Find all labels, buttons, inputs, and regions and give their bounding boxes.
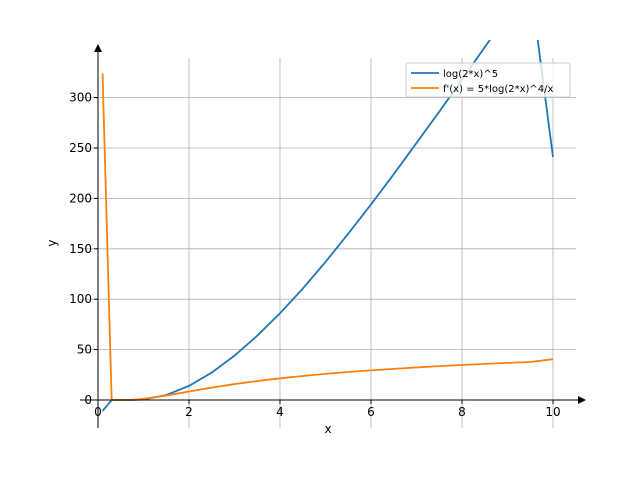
x-tick-label: 8 bbox=[458, 405, 466, 419]
y-axis-title: y bbox=[45, 239, 59, 246]
x-tick-label: 10 bbox=[545, 405, 560, 419]
y-tick-label: 150 bbox=[69, 242, 92, 256]
x-tick-label: 2 bbox=[185, 405, 193, 419]
x-tick-label: 6 bbox=[367, 405, 375, 419]
x-axis-title: x bbox=[324, 422, 331, 436]
y-tick-label: 200 bbox=[69, 191, 92, 205]
series-line-1 bbox=[101, 73, 554, 401]
grid bbox=[80, 58, 576, 428]
y-tick-label: 0 bbox=[84, 393, 92, 407]
y-tick-label: 250 bbox=[69, 141, 92, 155]
y-tick-label: 100 bbox=[69, 292, 92, 306]
y-tick-label: 300 bbox=[69, 91, 92, 105]
legend: log(2*x)^5 f'(x) = 5*log(2*x)^4/x bbox=[405, 62, 571, 98]
legend-box bbox=[405, 62, 571, 98]
x-tick-label: 0 bbox=[94, 405, 102, 419]
x-tick-label: 4 bbox=[276, 405, 284, 419]
x-axis-arrow bbox=[578, 396, 586, 404]
y-axis-arrow bbox=[94, 44, 102, 52]
legend-label: f'(x) = 5*log(2*x)^4/x bbox=[443, 84, 554, 95]
y-tick-label: 50 bbox=[77, 343, 92, 357]
legend-label: log(2*x)^5 bbox=[443, 69, 498, 80]
axes bbox=[80, 44, 586, 428]
